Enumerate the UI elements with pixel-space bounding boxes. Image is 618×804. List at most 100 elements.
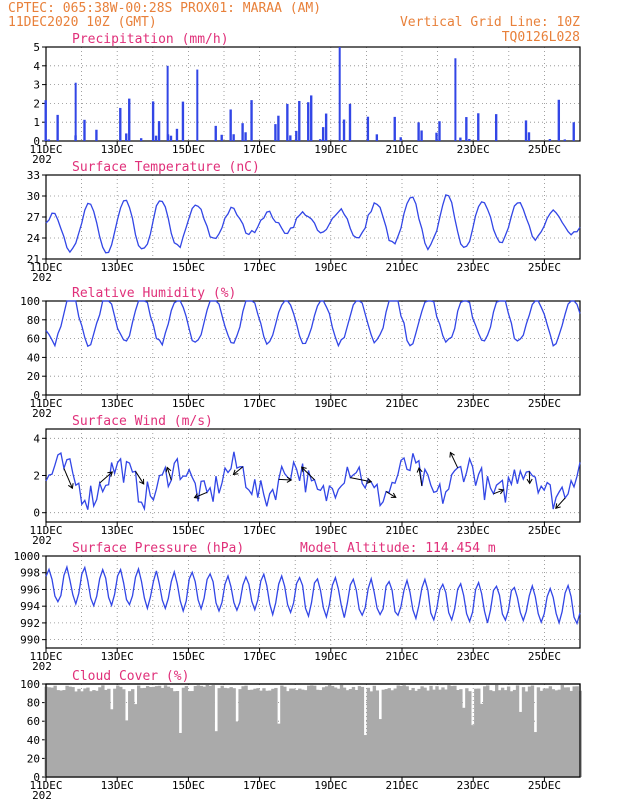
cloud-cover-bar bbox=[549, 686, 552, 777]
cloud-cover-bar bbox=[438, 690, 441, 777]
wind-speed-line bbox=[46, 452, 580, 510]
cloud-cover-bar bbox=[486, 685, 489, 777]
x-tick-label: 21DEC bbox=[385, 650, 418, 663]
panel-title: Cloud Cover (%) bbox=[72, 669, 189, 684]
cloud-cover-bar bbox=[522, 687, 525, 777]
cloud-cover-bar bbox=[259, 691, 262, 777]
precip-bar bbox=[307, 102, 309, 141]
x-tick-label: 15DEC bbox=[172, 650, 205, 663]
x-year-label: 202 bbox=[32, 407, 52, 420]
y-tick-label: 990 bbox=[20, 634, 40, 647]
cloud-cover-bar bbox=[346, 690, 349, 777]
cloud-cover-bar bbox=[86, 688, 89, 777]
x-tick-label: 13DEC bbox=[101, 650, 134, 663]
cloud-cover-bar bbox=[576, 686, 579, 777]
cloud-cover-bar bbox=[188, 691, 191, 777]
cloud-cover-bar bbox=[564, 687, 567, 777]
precip-bar bbox=[221, 135, 223, 141]
cloud-cover-bar bbox=[262, 688, 265, 777]
cloud-cover-bar bbox=[170, 688, 173, 777]
precip-bar bbox=[56, 115, 58, 141]
cloud-cover-bar bbox=[80, 691, 83, 777]
cloud-cover-bar bbox=[450, 686, 453, 777]
cloud-cover-bar bbox=[408, 690, 411, 777]
cloud-cover-bar bbox=[53, 686, 56, 777]
x-tick-label: 15DEC bbox=[172, 524, 205, 537]
precip-bar bbox=[367, 117, 369, 141]
cloud-cover-bar bbox=[313, 686, 316, 777]
cloud-cover-bar bbox=[361, 687, 364, 777]
y-tick-label: 0 bbox=[33, 507, 40, 520]
cloud-cover-bar bbox=[176, 691, 179, 777]
cloud-cover-bar bbox=[364, 735, 367, 777]
cloud-cover-bar bbox=[573, 686, 576, 777]
cloud-cover-bar bbox=[376, 690, 379, 777]
cloud-cover-bar bbox=[414, 691, 417, 777]
y-tick-label: 1 bbox=[33, 116, 40, 129]
header-model-code: TQ0126L028 bbox=[502, 30, 580, 45]
cloud-cover-bar bbox=[209, 686, 212, 777]
cloud-cover-bar bbox=[101, 685, 104, 777]
cloud-cover-bar bbox=[513, 690, 516, 777]
y-tick-label: 24 bbox=[27, 232, 41, 245]
cloud-cover-bar bbox=[394, 688, 397, 777]
cloud-cover-bar bbox=[238, 689, 241, 777]
precip-bar bbox=[549, 139, 551, 141]
y-tick-label: 40 bbox=[27, 734, 40, 747]
x-tick-label: 19DEC bbox=[314, 779, 347, 792]
cloud-cover-bar bbox=[504, 690, 507, 777]
x-tick-label: 19DEC bbox=[314, 524, 347, 537]
pressure-line bbox=[46, 567, 580, 623]
cloud-cover-bar bbox=[444, 690, 447, 777]
humidity-line bbox=[46, 301, 580, 346]
y-tick-label: 3 bbox=[33, 79, 40, 92]
cloud-cover-bar bbox=[128, 691, 131, 777]
x-tick-label: 19DEC bbox=[314, 650, 347, 663]
precip-bar bbox=[196, 70, 198, 141]
x-tick-label: 17DEC bbox=[243, 650, 276, 663]
precip-bar bbox=[465, 117, 467, 141]
y-tick-label: 27 bbox=[27, 211, 40, 224]
x-tick-label: 13DEC bbox=[101, 397, 134, 410]
cloud-cover-bar bbox=[417, 689, 420, 777]
cloud-cover-bar bbox=[122, 689, 125, 777]
x-tick-label: 13DEC bbox=[101, 261, 134, 274]
x-tick-label: 13DEC bbox=[101, 143, 134, 156]
precip-bar bbox=[289, 135, 291, 141]
cloud-cover-bar bbox=[292, 689, 295, 777]
x-tick-label: 13DEC bbox=[101, 524, 134, 537]
precip-bar bbox=[128, 99, 130, 141]
precip-bar bbox=[125, 133, 127, 141]
y-tick-label: 4 bbox=[33, 432, 40, 445]
cloud-cover-bar bbox=[83, 688, 86, 777]
cloud-cover-bar bbox=[256, 688, 259, 777]
cloud-cover-bar bbox=[343, 688, 346, 777]
cloud-cover-bar bbox=[268, 690, 271, 777]
precip-bar bbox=[525, 120, 527, 141]
cloud-cover-bar bbox=[322, 687, 325, 777]
cloud-cover-bar bbox=[203, 687, 206, 777]
cloud-cover-bar bbox=[232, 688, 235, 777]
cloud-cover-bar bbox=[92, 690, 95, 777]
panel-title: Relative Humidity (%) bbox=[72, 286, 236, 301]
cloud-cover-bar bbox=[370, 691, 373, 777]
precip-bar bbox=[152, 101, 154, 141]
cloud-cover-bar bbox=[146, 686, 149, 777]
cloud-cover-bar bbox=[265, 691, 268, 777]
cloud-cover-bar bbox=[483, 686, 486, 777]
cloud-cover-bar bbox=[271, 689, 274, 777]
cloud-cover-bar bbox=[471, 725, 474, 777]
cloud-cover-bar bbox=[116, 686, 119, 777]
cloud-cover-bar bbox=[328, 685, 331, 777]
precip-bar bbox=[158, 121, 160, 141]
cloud-cover-bar bbox=[474, 689, 477, 777]
cloud-cover-bar bbox=[423, 688, 426, 777]
x-year-label: 202 bbox=[32, 789, 52, 800]
x-tick-label: 15DEC bbox=[172, 779, 205, 792]
x-tick-label: 25DEC bbox=[528, 397, 561, 410]
precip-bar bbox=[140, 138, 142, 141]
precip-bar bbox=[468, 139, 470, 141]
cloud-cover-bar bbox=[319, 690, 322, 777]
panel-title: Surface Wind (m/s) bbox=[72, 414, 213, 429]
